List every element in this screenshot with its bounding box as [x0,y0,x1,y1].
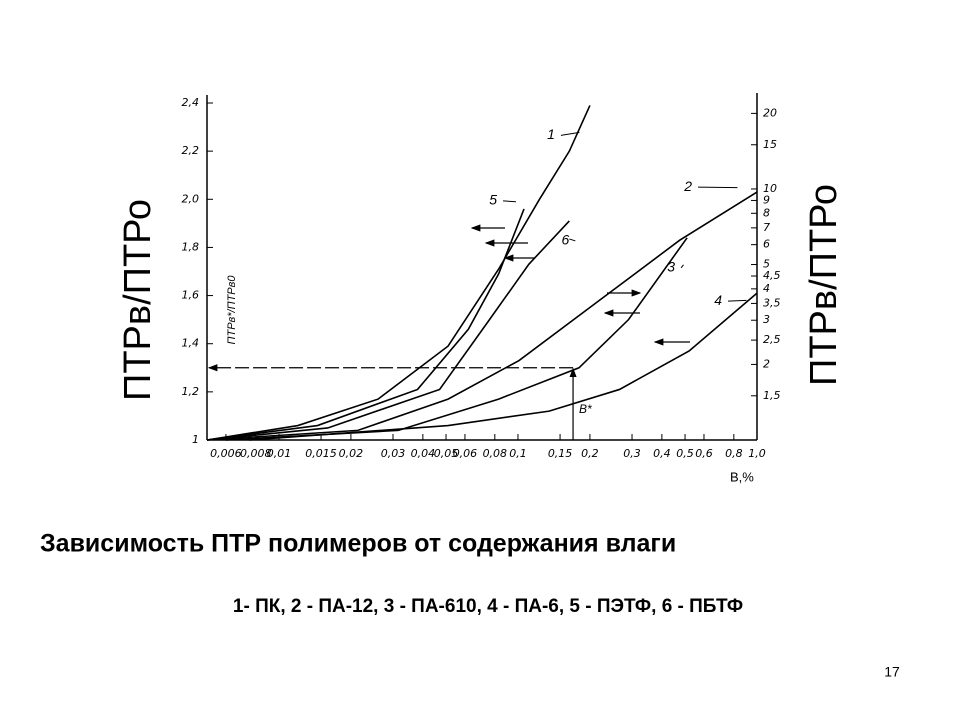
x-tick-label: 0,06 [453,447,478,460]
curve-label: 3 [667,259,675,275]
y-tick-label: 1,6 [182,289,200,302]
curve-leader [560,131,580,136]
y2-tick-label: 5 [763,258,770,271]
y2-tick-label: 3,5 [763,296,781,309]
y2-tick-label: 1,5 [763,389,781,402]
y-tick-label: 1 [192,433,199,446]
y2-axis-label: ПТРв/ПТРо [803,184,845,386]
y2-tick-label: 3 [763,313,770,326]
y-tick-label: 1,8 [182,240,200,253]
curve-leader [569,238,576,242]
caption: Зависимость ПТР полимеров от содержания … [40,530,676,558]
x-tick-label: 0,1 [509,447,527,460]
y2-tick-label: 2,5 [763,333,781,346]
curve-label: 1 [547,126,555,142]
curve-label: 2 [683,178,692,194]
x-tick-label: 0,04 [411,447,436,460]
y2-tick-label: 6 [763,238,770,251]
x-tick-label: 0,8 [725,447,743,460]
y-tick-label: 2,2 [182,144,200,157]
y2-tick-label: 4,5 [763,269,781,282]
reference-label: B* [579,402,592,416]
y2-tick-label: 9 [763,193,770,206]
curve [206,105,591,441]
x-tick-label: 0,6 [695,447,713,460]
y-tick-label: 2,0 [182,192,200,205]
curve-label: 6 [562,232,570,248]
x-tick-label: 1,0 [748,447,766,460]
curve [206,208,525,441]
y2-tick-label: 8 [763,206,770,219]
x-tick-label: 0,008 [240,447,272,460]
x-tick-label: 0,5 [676,447,694,460]
y-tick-label: 2,4 [182,96,200,109]
arrows [470,224,690,346]
y2-tick-label: 15 [763,138,777,151]
x-tick-label: 0,006 [210,447,242,460]
curve [206,220,570,441]
y2-tick-label: 4 [763,282,770,295]
y-tick-label: 1,4 [182,337,200,350]
y2-tick-label: 10 [763,182,777,195]
y2-tick-label: 20 [763,106,777,119]
curve [206,191,758,441]
x-tick-label: 0,015 [305,447,337,460]
x-axis-label: B,% [730,469,754,484]
x-tick-label: 0,05 [434,447,459,460]
curve [249,292,758,441]
y-axis-label: ПТРв/ПТРо [117,199,159,401]
y-tick-label: 1,2 [182,385,200,398]
x-tick-label: 0,4 [653,447,671,460]
curve-label: 5 [489,192,497,208]
inner-label: ПТРв*/ПТРв0 [226,275,238,345]
page-number: 17 [884,664,900,680]
curve-leader [680,264,684,269]
x-tick-label: 0,01 [267,447,292,460]
curve-leader [727,299,747,302]
x-tick-label: 0,08 [483,447,508,460]
x-tick-label: 0,02 [339,447,364,460]
x-tick-label: 0,2 [581,447,599,460]
x-tick-label: 0,15 [548,447,573,460]
legend-text: 1- ПК, 2 - ПА-12, 3 - ПА-610, 4 - ПА-6, … [233,596,743,617]
y2-tick-label: 2 [763,357,770,370]
x-tick-label: 0,3 [623,447,641,460]
y2-tick-label: 7 [763,221,770,234]
curve-leader [697,186,738,189]
curve-leader [502,200,516,203]
x-tick-label: 0,03 [381,447,406,460]
curve-label: 4 [714,292,722,308]
